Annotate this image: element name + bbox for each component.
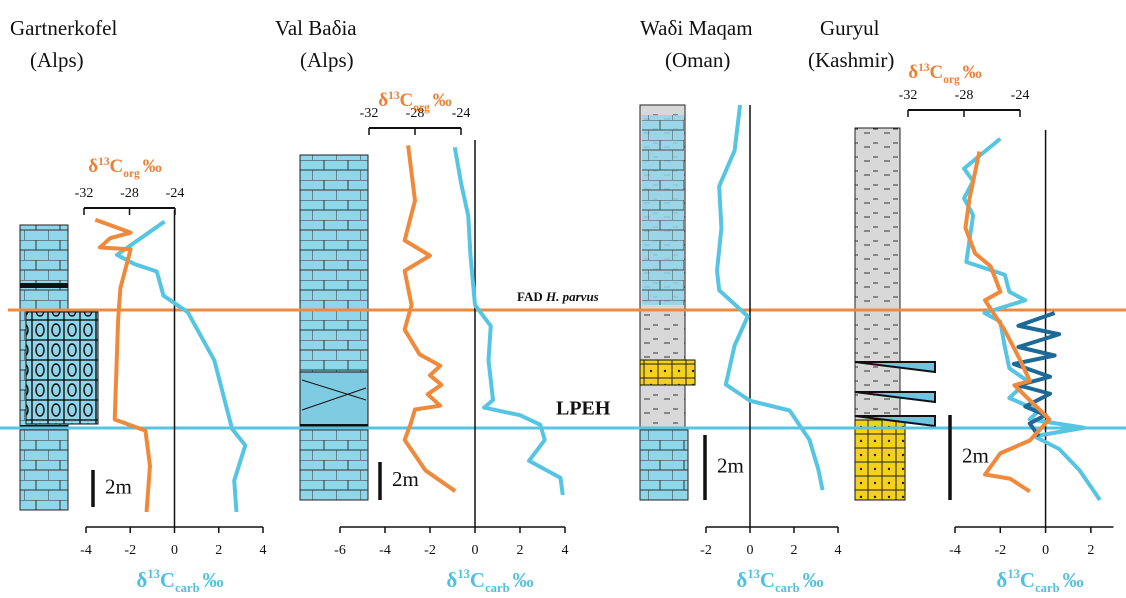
label-part: 13 <box>918 62 930 74</box>
site-title: (Alps) <box>300 48 354 72</box>
label-part: carb <box>1035 581 1059 595</box>
org-axis-label: δ13Corg ‰ <box>908 62 981 86</box>
label-part: 13 <box>147 567 160 581</box>
label-part: C <box>760 568 775 592</box>
x2-tick-label: -28 <box>120 186 139 201</box>
site-title: (Oman) <box>665 48 730 72</box>
carb-axis-label: δ13Ccarb ‰ <box>996 567 1083 595</box>
x-tick-label: 0 <box>472 543 479 558</box>
isotope-curve <box>963 151 1052 494</box>
org-axis-label: δ13Corg ‰ <box>88 156 161 180</box>
scale-bar-label: 2m <box>105 474 132 498</box>
x-tick-label: 0 <box>171 543 178 558</box>
label-part: carb <box>775 581 799 595</box>
label-part: ‰ <box>1063 568 1084 592</box>
label-part: ‰ <box>513 568 534 592</box>
x2-tick-label: -28 <box>406 106 425 121</box>
lithology-columns <box>19 104 936 511</box>
x-tick-label: 4 <box>260 543 267 558</box>
lpeh-label: LPEH <box>556 398 611 420</box>
carb-axis-label: δ13Ccarb ‰ <box>136 567 223 595</box>
label-part: δ <box>378 90 388 111</box>
label-part: 13 <box>1007 567 1020 581</box>
isotope-curve <box>114 219 248 513</box>
label-part: org <box>123 168 140 180</box>
org-axis-label: δ13Corg ‰ <box>378 90 451 114</box>
x-tick-label: 0 <box>747 543 754 558</box>
label-part: δ <box>908 62 918 83</box>
label-part: δ <box>88 156 98 177</box>
isotope-curve <box>715 104 825 491</box>
x-tick-label: 4 <box>835 543 842 558</box>
site-title: Gartnerkofel <box>10 16 117 40</box>
x2-tick-label: -32 <box>899 88 918 103</box>
x-tick-label: -2 <box>994 543 1006 558</box>
site-title: Guryul <box>820 16 880 40</box>
label-part: carb <box>175 581 199 595</box>
label-part: carb <box>485 581 509 595</box>
label-part: org <box>943 74 960 86</box>
isotope-curve <box>402 145 457 493</box>
label-part: C <box>930 62 944 83</box>
label-part: ‰ <box>963 62 982 83</box>
carb-axis-label: δ13Ccarb ‰ <box>446 567 533 595</box>
x-tick-label: 2 <box>791 543 798 558</box>
x-tick-label: -4 <box>379 543 391 558</box>
label-part: δ <box>996 568 1007 592</box>
label-part: ‰ <box>143 156 162 177</box>
label-part: ‰ <box>203 568 224 592</box>
carb-axis-label: δ13Ccarb ‰ <box>736 567 823 595</box>
site-title: Waδi Maqam <box>640 16 753 40</box>
label-part: δ <box>736 568 747 592</box>
x-tick-label: -6 <box>334 543 346 558</box>
site-title: (Kashmir) <box>808 48 894 72</box>
x-tick-label: -4 <box>949 543 961 558</box>
x-tick-label: 2 <box>1087 543 1094 558</box>
scale-bar-label: 2m <box>962 443 989 467</box>
label-part: ‰ <box>803 568 824 592</box>
label-part: 13 <box>457 567 470 581</box>
x2-tick-label: -24 <box>166 186 185 201</box>
x-tick-label: -2 <box>424 543 436 558</box>
x-tick-label: 4 <box>562 543 569 558</box>
label-part: 13 <box>98 156 110 168</box>
x-tick-label: 0 <box>1042 543 1049 558</box>
label-part: ‰ <box>433 90 452 111</box>
x2-tick-label: -24 <box>1011 88 1030 103</box>
label-part: C <box>470 568 485 592</box>
x2-tick-label: -32 <box>75 186 94 201</box>
x2-tick-label: -32 <box>360 106 379 121</box>
x-tick-label: -2 <box>124 543 136 558</box>
scale-bar-label: 2m <box>717 453 744 477</box>
label-part: 13 <box>388 90 400 102</box>
fad-label: FAD H. parvus <box>517 289 599 304</box>
label-part: 13 <box>747 567 760 581</box>
x-tick-label: 2 <box>215 543 222 558</box>
label-part: δ <box>136 568 147 592</box>
isotope-curve <box>94 217 152 513</box>
site-title: (Alps) <box>30 48 84 72</box>
x2-tick-label: -28 <box>955 88 974 103</box>
label-part: C <box>400 90 414 111</box>
label-part: C <box>110 156 124 177</box>
label-part: org <box>413 102 430 114</box>
label-part: C <box>1020 568 1035 592</box>
label-part: C <box>160 568 175 592</box>
x-tick-label: 2 <box>517 543 524 558</box>
scale-bar-label: 2m <box>392 467 419 491</box>
label-part: δ <box>446 568 457 592</box>
x2-tick-label: -24 <box>452 106 471 121</box>
isotope-curve <box>452 146 565 496</box>
site-title: Val Baδia <box>275 16 357 40</box>
x-tick-label: -2 <box>700 543 712 558</box>
x-tick-label: -4 <box>80 543 92 558</box>
